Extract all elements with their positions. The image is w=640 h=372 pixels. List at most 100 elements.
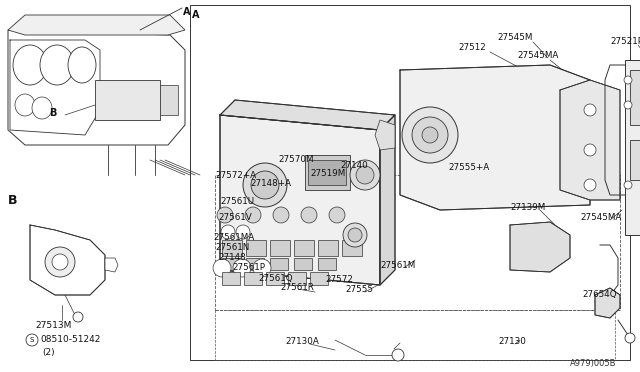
Circle shape [350, 160, 380, 190]
Bar [215, 175, 620, 310]
Circle shape [73, 312, 83, 322]
Text: 27513M: 27513M [35, 321, 72, 330]
Text: 27519M: 27519M [310, 169, 345, 177]
Circle shape [221, 225, 235, 239]
Text: 27561V: 27561V [218, 214, 252, 222]
Circle shape [624, 101, 632, 109]
Polygon shape [105, 258, 118, 272]
Bar [222, 240, 242, 256]
Text: B: B [8, 193, 17, 206]
Ellipse shape [68, 47, 96, 83]
Ellipse shape [15, 94, 35, 116]
Bar [342, 240, 362, 256]
Text: 27561MA: 27561MA [213, 234, 254, 243]
Bar [222, 258, 240, 270]
Circle shape [412, 117, 448, 153]
Bar [308, 160, 346, 185]
Text: 27148+A: 27148+A [250, 179, 291, 187]
Bar [215, 310, 615, 360]
Polygon shape [380, 115, 395, 285]
Circle shape [233, 259, 251, 277]
Polygon shape [220, 115, 380, 285]
Text: 27148: 27148 [218, 253, 246, 263]
Circle shape [584, 179, 596, 191]
Circle shape [348, 228, 362, 242]
Circle shape [253, 259, 271, 277]
Circle shape [213, 259, 231, 277]
Bar [630, 70, 640, 125]
Circle shape [245, 207, 261, 223]
Text: S: S [30, 337, 34, 343]
Text: 27561P: 27561P [232, 263, 265, 273]
Ellipse shape [32, 97, 52, 119]
Text: B: B [50, 108, 57, 118]
Circle shape [329, 207, 345, 223]
Polygon shape [8, 30, 185, 145]
Bar [246, 258, 264, 270]
Polygon shape [8, 15, 185, 35]
Text: 27521P: 27521P [610, 38, 640, 46]
Text: 27561Q: 27561Q [258, 273, 292, 282]
Bar [222, 272, 240, 285]
Circle shape [251, 171, 279, 199]
Circle shape [584, 144, 596, 156]
Polygon shape [510, 222, 570, 272]
Text: 27561M: 27561M [380, 260, 415, 269]
Bar [190, 5, 630, 360]
Circle shape [217, 207, 233, 223]
Circle shape [392, 349, 404, 361]
Text: 27140: 27140 [340, 160, 368, 170]
Text: 27561R: 27561R [280, 282, 314, 292]
Bar [246, 240, 266, 256]
Text: 27561U: 27561U [220, 198, 254, 206]
Polygon shape [30, 225, 105, 295]
Text: 08510-51242: 08510-51242 [40, 336, 100, 344]
Polygon shape [560, 80, 620, 200]
Circle shape [402, 107, 458, 163]
Text: 27555+A: 27555+A [448, 164, 489, 173]
Polygon shape [220, 100, 395, 130]
Bar [294, 240, 314, 256]
Circle shape [236, 225, 250, 239]
Text: 27555: 27555 [345, 285, 373, 295]
Bar [244, 272, 262, 285]
Text: 27654Q: 27654Q [582, 291, 616, 299]
Text: 27512: 27512 [458, 44, 486, 52]
Text: 27561N: 27561N [215, 244, 249, 253]
Text: A: A [183, 7, 191, 17]
Text: 27570M: 27570M [278, 155, 314, 164]
Bar [305, 155, 350, 190]
Bar [294, 258, 312, 270]
Text: (2): (2) [42, 347, 54, 356]
Text: 27545M: 27545M [497, 33, 532, 42]
Bar [270, 258, 288, 270]
Bar [288, 272, 306, 285]
Bar [318, 258, 336, 270]
Circle shape [343, 223, 367, 247]
Circle shape [243, 163, 287, 207]
Circle shape [301, 207, 317, 223]
Polygon shape [595, 288, 620, 318]
Ellipse shape [40, 45, 74, 85]
Bar [630, 140, 640, 180]
Text: 27139M: 27139M [510, 203, 545, 212]
Text: 27130: 27130 [498, 337, 526, 346]
Bar [266, 272, 284, 285]
Bar [270, 240, 290, 256]
Bar [95, 80, 160, 120]
Bar [310, 272, 328, 285]
Circle shape [624, 76, 632, 84]
Bar [160, 85, 178, 115]
Circle shape [625, 333, 635, 343]
Text: 27572: 27572 [325, 276, 353, 285]
Circle shape [273, 207, 289, 223]
Text: 27572+A: 27572+A [215, 170, 256, 180]
Circle shape [52, 254, 68, 270]
Polygon shape [375, 120, 395, 150]
Text: 27545MA: 27545MA [580, 214, 621, 222]
Text: A: A [192, 10, 200, 20]
Circle shape [356, 166, 374, 184]
Text: A979)005B: A979)005B [570, 359, 616, 368]
Circle shape [422, 127, 438, 143]
Text: 27130A: 27130A [285, 337, 319, 346]
